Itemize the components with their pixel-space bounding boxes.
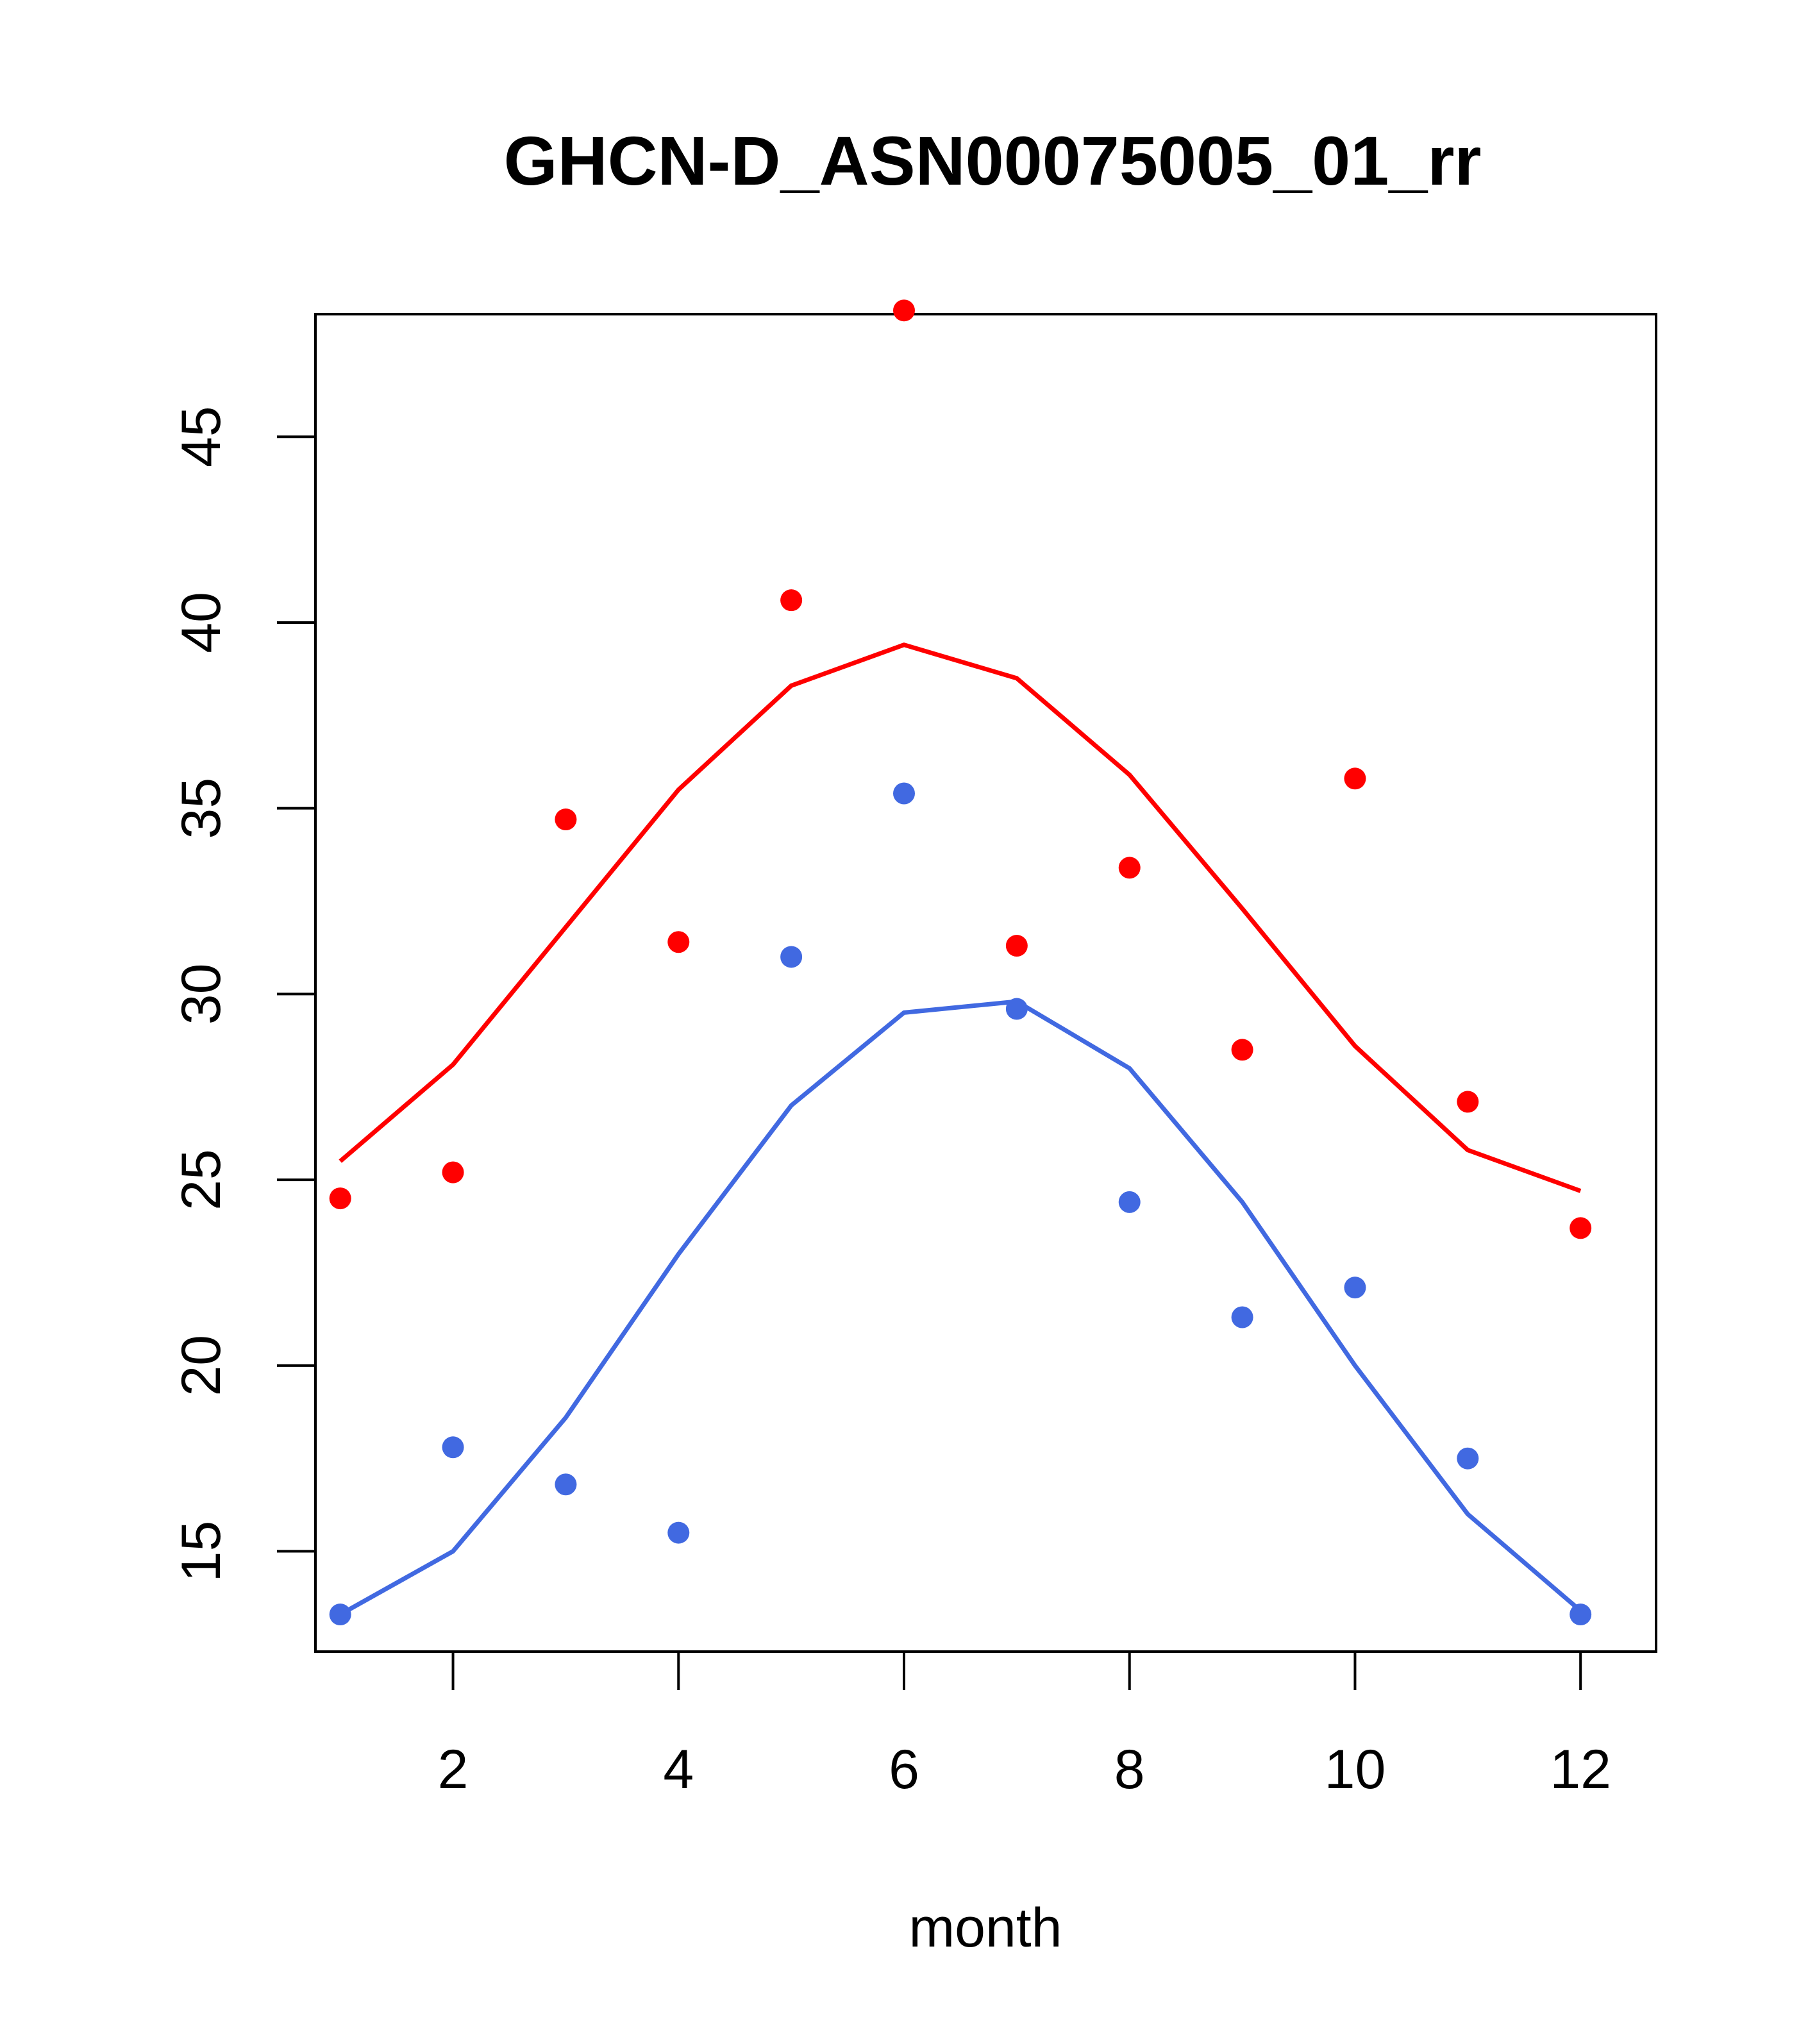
- y-tick-label: 15: [171, 1521, 232, 1582]
- data-point: [893, 782, 915, 805]
- y-tick-label: 25: [171, 1149, 232, 1210]
- data-point: [1118, 857, 1141, 879]
- data-point: [1005, 935, 1028, 957]
- data-point: [1118, 1191, 1141, 1213]
- data-point: [780, 946, 803, 968]
- data-point: [1231, 1039, 1253, 1061]
- chart-title: GHCN-D_ASN00075005_01_rr: [504, 122, 1482, 199]
- y-tick-label: 35: [171, 778, 232, 839]
- y-tick-label: 45: [171, 406, 232, 467]
- x-axis: 2 4 6 8 10 12: [438, 1652, 1611, 1800]
- plot-frame: [314, 313, 1657, 1653]
- data-point: [780, 589, 803, 612]
- x-tick-label: 8: [1114, 1739, 1145, 1800]
- x-axis-label: month: [908, 1897, 1062, 1959]
- data-point: [1231, 1306, 1253, 1328]
- data-point: [667, 931, 690, 953]
- x-tick-label: 12: [1550, 1739, 1611, 1800]
- x-tick-label: 4: [663, 1739, 694, 1800]
- series-line: [339, 642, 1582, 1193]
- data-point: [442, 1161, 464, 1184]
- data-point: [1457, 1447, 1479, 1470]
- y-tick-label: 20: [171, 1335, 232, 1396]
- data-point: [1344, 767, 1366, 790]
- data-point: [1344, 1277, 1366, 1299]
- x-tick-label: 6: [889, 1739, 919, 1800]
- data-point: [329, 1187, 351, 1210]
- y-tick-label: 40: [171, 592, 232, 653]
- y-axis: 15 20 25 30 35 40 45: [171, 406, 315, 1582]
- data-point: [555, 1473, 577, 1496]
- data-point: [667, 1521, 690, 1544]
- data-point: [1570, 1604, 1592, 1626]
- data-point: [442, 1436, 464, 1459]
- data-point: [329, 1604, 351, 1626]
- series-1: [329, 782, 1592, 1626]
- x-tick-label: 10: [1325, 1739, 1386, 1800]
- data-point: [893, 299, 915, 322]
- x-tick-label: 2: [438, 1739, 469, 1800]
- data-point: [1457, 1091, 1479, 1113]
- data-point: [555, 808, 577, 831]
- series-line: [339, 999, 1582, 1617]
- series-0: [329, 299, 1592, 1239]
- data-point: [1005, 998, 1028, 1020]
- data-point: [1570, 1217, 1592, 1239]
- y-tick-label: 30: [171, 964, 232, 1025]
- series-layer: [329, 299, 1592, 1626]
